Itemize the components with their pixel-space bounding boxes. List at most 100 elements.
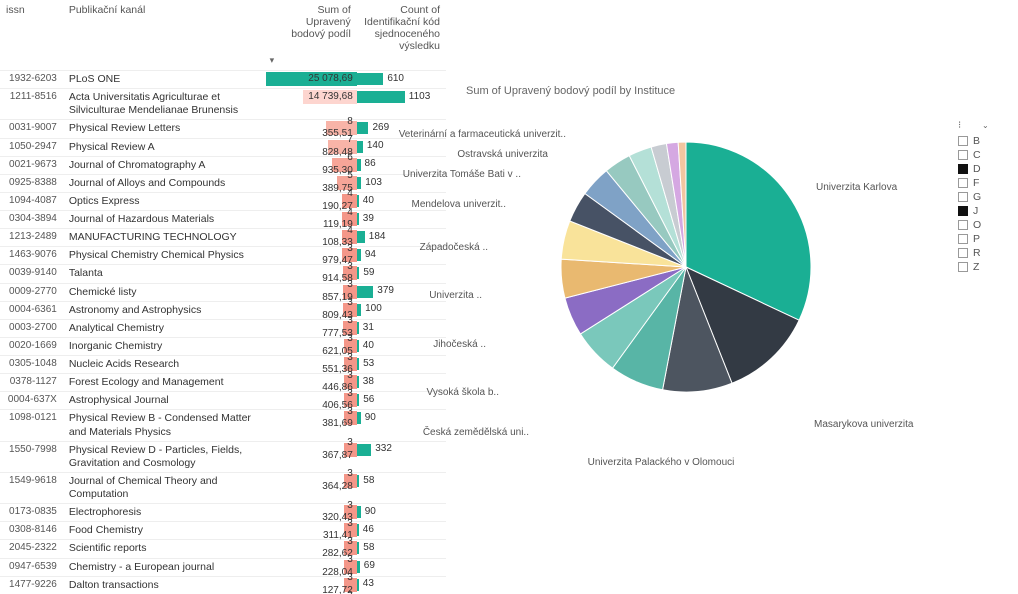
count-value: 379	[377, 285, 394, 298]
table-row[interactable]: 1463-9076Physical Chemistry Chemical Phy…	[0, 247, 446, 265]
count-value: 56	[363, 394, 374, 407]
legend-item[interactable]: F	[958, 177, 1014, 189]
count-value: 140	[367, 140, 384, 153]
header-issn[interactable]: issn	[0, 0, 63, 71]
table-row[interactable]: 1477-9226Dalton transactions3 127,7243	[0, 576, 446, 594]
count-value: 38	[363, 376, 374, 389]
cell-issn: 0031-9007	[0, 120, 63, 138]
checkbox-icon[interactable]	[958, 178, 968, 188]
legend-header[interactable]: ⁝ ⌄	[958, 120, 1014, 131]
dots-icon[interactable]: ⁝	[958, 120, 961, 131]
table-row[interactable]: 0304-3894Journal of Hazardous Materials4…	[0, 211, 446, 229]
count-value: 58	[363, 475, 374, 488]
cell-count: 610	[357, 71, 446, 89]
table-row[interactable]: 0378-1127Forest Ecology and Management3 …	[0, 374, 446, 392]
count-value: 40	[363, 195, 374, 208]
table-row[interactable]: 1213-2489MANUFACTURING TECHNOLOGY4 108,3…	[0, 229, 446, 247]
legend-item[interactable]: J	[958, 205, 1014, 217]
count-value: 46	[363, 524, 374, 537]
cell-count: 39	[357, 211, 446, 229]
legend-item[interactable]: D	[958, 163, 1014, 175]
cell-name: PLoS ONE	[63, 71, 266, 89]
table-row[interactable]: 0305-1048Nucleic Acids Research3 551,365…	[0, 356, 446, 374]
table-row[interactable]: 1549-9618Journal of Chemical Theory and …	[0, 472, 446, 503]
cell-name: Acta Universitatis Agriculturae et Silvi…	[63, 89, 266, 120]
legend-item[interactable]: R	[958, 247, 1014, 259]
legend-label: B	[973, 135, 980, 147]
table-row[interactable]: 0925-8388Journal of Alloys and Compounds…	[0, 174, 446, 192]
checkbox-icon[interactable]	[958, 136, 968, 146]
cell-name: Scientific reports	[63, 540, 266, 558]
count-value: 90	[365, 412, 376, 425]
chevron-down-icon[interactable]: ▾	[270, 55, 275, 66]
cell-name: Astrophysical Journal	[63, 392, 266, 410]
cell-name: Dalton transactions	[63, 576, 266, 594]
cell-name: Physical Chemistry Chemical Physics	[63, 247, 266, 265]
cell-issn: 0039-9140	[0, 265, 63, 283]
table-row[interactable]: 0308-8146Food Chemistry3 311,4146	[0, 522, 446, 540]
table-row[interactable]: 0947-6539Chemistry - a European journal3…	[0, 558, 446, 576]
pie-chart[interactable]: Univerzita KarlovaMasarykova univerzitaU…	[466, 107, 886, 527]
cell-count: 53	[357, 356, 446, 374]
checkbox-icon[interactable]	[958, 262, 968, 272]
cell-issn: 0305-1048	[0, 356, 63, 374]
pie-label: Univerzita Karlova	[816, 182, 897, 193]
header-sum[interactable]: Sum of Upravený bodový podíl ▾	[266, 0, 357, 71]
header-name[interactable]: Publikační kanál	[63, 0, 266, 71]
checkbox-icon[interactable]	[958, 206, 968, 216]
table-row[interactable]: 0004-637XAstrophysical Journal3 406,5656	[0, 392, 446, 410]
table-scroll[interactable]: issn Publikační kanál Sum of Upravený bo…	[0, 0, 450, 594]
header-count[interactable]: Count of Identifikační kód sjednoceného …	[357, 0, 446, 71]
cell-name: Astronomy and Astrophysics	[63, 301, 266, 319]
cell-count: 59	[357, 265, 446, 283]
table-row[interactable]: 0003-2700Analytical Chemistry3 777,5331	[0, 319, 446, 337]
table-row[interactable]: 0031-9007Physical Review Letters8 355,51…	[0, 120, 446, 138]
cell-name: Forest Ecology and Management	[63, 374, 266, 392]
table-row[interactable]: 0009-2770Chemické listy3 857,19379	[0, 283, 446, 301]
pie-label: Univerzita Palackého v Olomouci	[588, 457, 735, 468]
table-row[interactable]: 1094-4087Optics Express4 190,2740	[0, 192, 446, 210]
sum-value: 14 739,68	[308, 91, 353, 104]
cell-issn: 0304-3894	[0, 211, 63, 229]
table-row[interactable]: 2045-2322Scientific reports3 282,6258	[0, 540, 446, 558]
legend-item[interactable]: C	[958, 149, 1014, 161]
count-value: 53	[363, 358, 374, 371]
legend-item[interactable]: P	[958, 233, 1014, 245]
cell-issn: 0009-2770	[0, 283, 63, 301]
table-row[interactable]: 0173-0835Electrophoresis3 320,4390	[0, 504, 446, 522]
chevron-down-icon[interactable]: ⌄	[982, 121, 989, 130]
checkbox-icon[interactable]	[958, 164, 968, 174]
checkbox-icon[interactable]	[958, 234, 968, 244]
table-row[interactable]: 1932-6203PLoS ONE25 078,69610	[0, 71, 446, 89]
cell-sum: 25 078,69	[266, 71, 357, 89]
pie-label: Jihočeská ..	[433, 339, 486, 350]
data-table: issn Publikační kanál Sum of Upravený bo…	[0, 0, 446, 594]
legend-item[interactable]: G	[958, 191, 1014, 203]
count-value: 269	[372, 122, 389, 135]
legend-item[interactable]: B	[958, 135, 1014, 147]
cell-issn: 0925-8388	[0, 174, 63, 192]
table-row[interactable]: 0021-9673Journal of Chromatography A6 93…	[0, 156, 446, 174]
cell-issn: 0308-8146	[0, 522, 63, 540]
checkbox-icon[interactable]	[958, 248, 968, 258]
table-row[interactable]: 1050-2947Physical Review A7 828,48140	[0, 138, 446, 156]
cell-count: 43	[357, 576, 446, 594]
checkbox-icon[interactable]	[958, 192, 968, 202]
table-row[interactable]: 0004-6361Astronomy and Astrophysics3 809…	[0, 301, 446, 319]
legend-item[interactable]: Z	[958, 261, 1014, 273]
table-row[interactable]: 1098-0121Physical Review B - Condensed M…	[0, 410, 446, 441]
cell-name: Chemistry - a European journal	[63, 558, 266, 576]
table-row[interactable]: 0020-1669Inorganic Chemistry3 621,0540	[0, 337, 446, 355]
table-row[interactable]: 0039-9140Talanta3 914,5859	[0, 265, 446, 283]
cell-name: Physical Review B - Condensed Matter and…	[63, 410, 266, 441]
cell-name: Electrophoresis	[63, 504, 266, 522]
checkbox-icon[interactable]	[958, 150, 968, 160]
legend-label: J	[973, 205, 978, 217]
table-row[interactable]: 1550-7998Physical Review D - Particles, …	[0, 441, 446, 472]
cell-count: 58	[357, 472, 446, 503]
checkbox-icon[interactable]	[958, 220, 968, 230]
cell-name: Journal of Hazardous Materials	[63, 211, 266, 229]
table-row[interactable]: 1211-8516Acta Universitatis Agriculturae…	[0, 89, 446, 120]
count-value: 1103	[409, 91, 431, 104]
legend-item[interactable]: O	[958, 219, 1014, 231]
